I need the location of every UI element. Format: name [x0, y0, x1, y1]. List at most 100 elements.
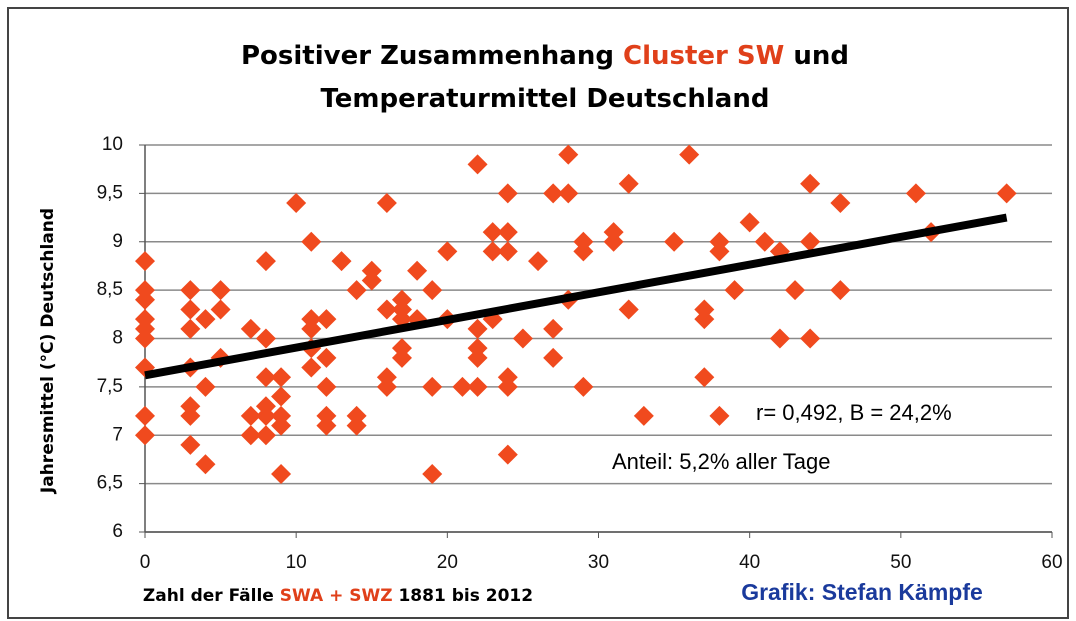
data-point [800, 231, 821, 252]
title-part: Temperaturmittel Deutschland [321, 84, 770, 114]
data-point [316, 347, 337, 368]
data-point [255, 251, 276, 272]
data-point [800, 328, 821, 349]
data-point [331, 251, 352, 272]
data-point [255, 425, 276, 446]
x-tick-label: 10 [286, 552, 307, 573]
data-point [316, 309, 337, 330]
data-point [664, 231, 685, 252]
data-point [467, 154, 488, 175]
data-point [830, 193, 851, 214]
y-tick-label: 10 [102, 134, 123, 155]
data-point [210, 299, 231, 320]
y-tick-label: 6,5 [97, 473, 123, 494]
title-part: und [784, 41, 849, 71]
data-point [255, 405, 276, 426]
annotation: r= 0,492, B = 24,2% [756, 400, 952, 425]
data-point [376, 376, 397, 397]
data-point [558, 144, 579, 165]
y-tick-label: 9 [112, 231, 123, 252]
y-tick-label: 7 [112, 424, 123, 445]
data-point [195, 376, 216, 397]
data-point [135, 251, 155, 272]
data-point [618, 299, 639, 320]
data-point [271, 386, 292, 407]
data-point [497, 222, 518, 243]
chart-title: Temperaturmittel Deutschland [321, 84, 770, 114]
data-point [467, 347, 488, 368]
x-label-part: 1881 bis 2012 [393, 586, 534, 606]
data-point [361, 270, 382, 291]
data-point [286, 193, 307, 214]
credit: Grafik: Stefan Kämpfe [741, 579, 983, 605]
data-point [724, 280, 745, 301]
data-point [573, 376, 594, 397]
x-tick-label: 60 [1041, 552, 1062, 573]
data-point [633, 405, 654, 426]
data-point [180, 280, 201, 301]
data-point [467, 318, 488, 339]
data-point [301, 231, 322, 252]
data-point [497, 241, 518, 262]
data-point [301, 318, 322, 339]
data-point [543, 318, 564, 339]
data-point [210, 280, 231, 301]
data-point [452, 376, 473, 397]
annotation: Anteil: 5,2% aller Tage [612, 449, 831, 474]
data-point [482, 222, 503, 243]
data-point [573, 241, 594, 262]
y-tick-label: 7,5 [97, 376, 123, 397]
data-point [709, 241, 730, 262]
data-point [422, 376, 443, 397]
data-point [240, 425, 261, 446]
data-point [346, 415, 367, 436]
data-point [240, 405, 261, 426]
data-point [316, 376, 337, 397]
data-point [180, 299, 201, 320]
data-point [694, 367, 715, 388]
x-tick-label: 30 [588, 552, 609, 573]
data-point [271, 463, 292, 484]
trend-line [144, 213, 1008, 380]
x-tick-label: 40 [739, 552, 760, 573]
data-point [543, 347, 564, 368]
data-point [180, 434, 201, 455]
data-point [195, 309, 216, 330]
data-point [739, 212, 760, 233]
y-tick-label: 8 [112, 328, 123, 349]
y-axis-label: Jahresmittel (°C) Deutschland [38, 208, 58, 494]
data-point [135, 328, 155, 349]
data-point [996, 183, 1017, 204]
x-tick-label: 0 [140, 552, 151, 573]
data-point [180, 318, 201, 339]
data-point [195, 454, 216, 475]
data-point [271, 367, 292, 388]
data-point [271, 415, 292, 436]
data-point [376, 299, 397, 320]
data-point [528, 251, 549, 272]
data-point [180, 405, 201, 426]
data-point [679, 144, 700, 165]
data-point [709, 405, 730, 426]
data-point [346, 280, 367, 301]
data-point [905, 183, 926, 204]
data-point [769, 328, 790, 349]
data-point [694, 309, 715, 330]
y-tick-label: 8,5 [97, 279, 123, 300]
data-point [603, 231, 624, 252]
y-tick-label: 6 [112, 521, 123, 542]
data-point [255, 367, 276, 388]
data-point [482, 241, 503, 262]
data-point [800, 173, 821, 194]
data-point [497, 444, 518, 465]
data-point [135, 289, 155, 310]
data-point [830, 280, 851, 301]
data-point [407, 260, 428, 281]
data-point [558, 183, 579, 204]
chart-title: Positiver Zusammenhang Cluster SW und [241, 41, 849, 71]
data-point [135, 425, 155, 446]
data-point [422, 463, 443, 484]
y-tick-label: 9,5 [97, 182, 123, 203]
data-point [316, 415, 337, 436]
x-label-part: Zahl der Fälle [143, 586, 280, 606]
